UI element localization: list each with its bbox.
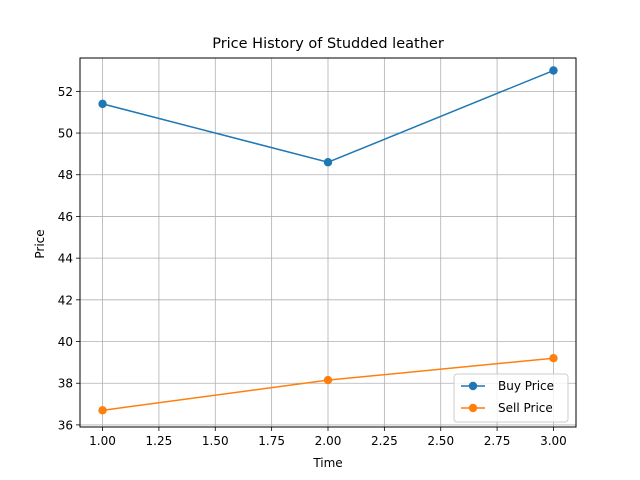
y-tick-label: 46 [58, 210, 73, 224]
y-axis-label: Price [33, 229, 47, 258]
y-tick-label: 52 [58, 85, 73, 99]
y-tick-label: 44 [58, 252, 73, 266]
tick-layer: 1.00 1.25 1.50 1.75 2.00 2.25 2.50 2.75 3.00 36 38… [58, 85, 567, 448]
x-tick-label: 2.50 [427, 434, 454, 448]
legend: Buy Price Sell Price [453, 373, 569, 423]
x-tick-label: 2.00 [315, 434, 342, 448]
legend-label-buy: Buy Price [498, 379, 554, 393]
x-tick-label: 1.25 [146, 434, 173, 448]
sell-price-point [323, 375, 333, 385]
y-tick-label: 50 [58, 127, 73, 141]
x-tick-label: 3.00 [540, 434, 567, 448]
buy-price-point [323, 158, 333, 167]
x-tick-label: 2.75 [484, 434, 511, 448]
y-tick-label: 36 [58, 418, 73, 432]
x-axis-label: Time [312, 456, 342, 470]
y-tick-label: 42 [58, 293, 73, 307]
legend-marker-buy [468, 381, 478, 391]
x-tick-label: 1.75 [258, 434, 285, 448]
x-tick-label: 1.50 [202, 434, 229, 448]
y-tick-label: 38 [58, 377, 73, 391]
sell-price-point [98, 406, 107, 415]
chart-title: Price History of Studded leather [212, 36, 444, 52]
series-layer [98, 66, 558, 415]
y-tick-label: 48 [58, 168, 73, 182]
y-tick-label: 40 [58, 335, 73, 349]
buy-price-point [549, 66, 558, 75]
legend-marker-sell [468, 403, 478, 413]
legend-label-sell: Sell Price [498, 401, 553, 415]
x-tick-label: 2.25 [371, 434, 398, 448]
sell-price-point [549, 354, 558, 363]
x-tick-label: 1.00 [89, 434, 116, 448]
buy-price-point [98, 99, 107, 109]
